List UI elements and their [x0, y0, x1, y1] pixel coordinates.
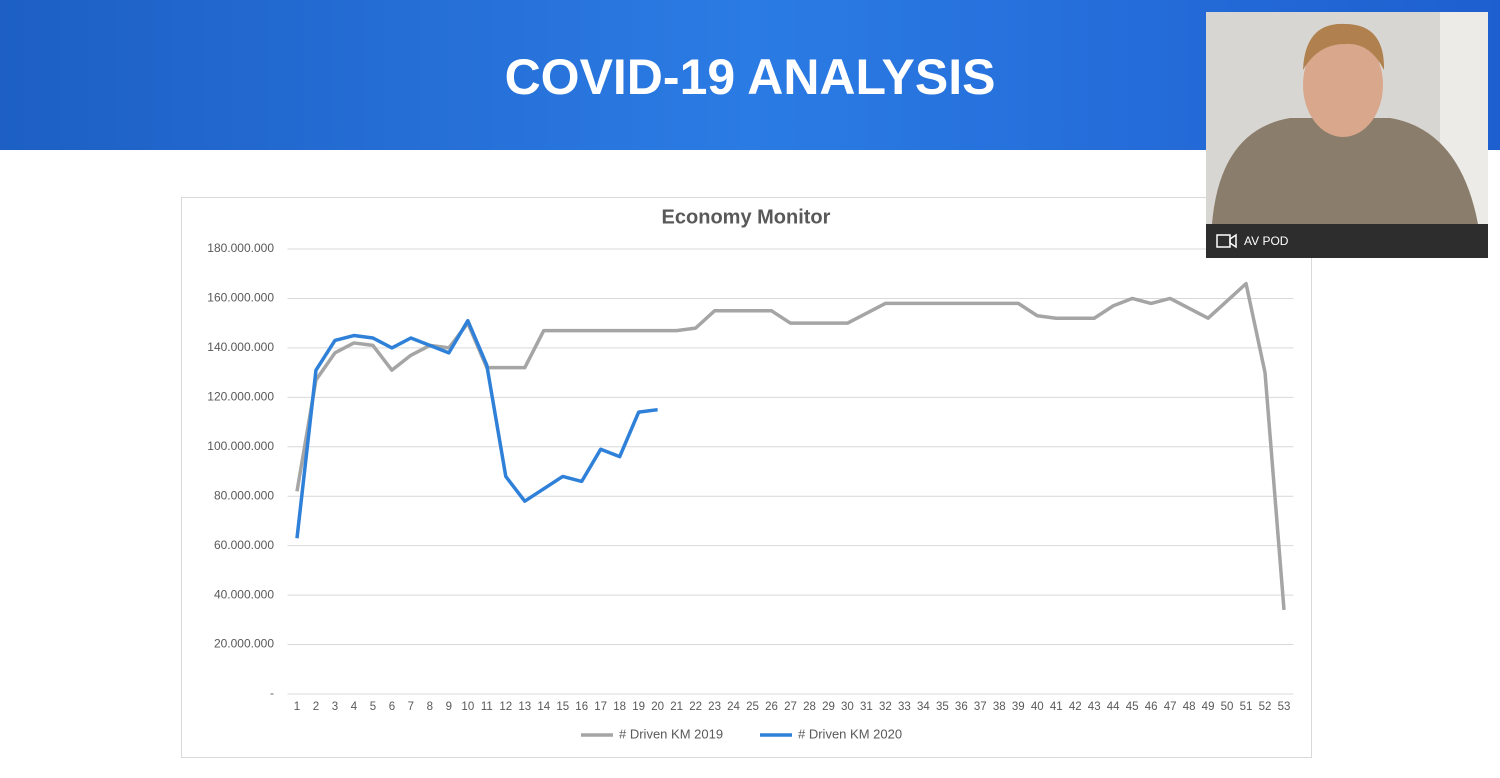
- x-tick-label: 19: [632, 701, 645, 713]
- x-tick-label: 36: [955, 701, 968, 713]
- x-tick-label: 27: [784, 701, 797, 713]
- x-tick-label: 14: [537, 701, 550, 713]
- x-tick-label: 44: [1107, 701, 1120, 713]
- person-hair: [1303, 23, 1385, 70]
- x-tick-label: 4: [351, 701, 358, 713]
- person-head: [1303, 33, 1383, 137]
- x-tick-label: 12: [499, 701, 512, 713]
- y-tick-label: 40.000.000: [214, 587, 274, 601]
- x-tick-label: 43: [1088, 701, 1101, 713]
- video-label: AV POD: [1244, 234, 1289, 248]
- x-tick-label: 2: [313, 701, 319, 713]
- x-tick-label: 10: [461, 701, 474, 713]
- y-tick-label: 60.000.000: [214, 538, 274, 552]
- x-tick-label: 48: [1183, 701, 1196, 713]
- y-tick-label: 80.000.000: [214, 488, 274, 502]
- x-tick-label: 9: [446, 701, 452, 713]
- series-line: [295, 318, 658, 539]
- x-tick-label: 38: [993, 701, 1006, 713]
- x-tick-label: 21: [670, 701, 683, 713]
- x-tick-label: 30: [841, 701, 854, 713]
- plot: - 20.000.000 40.000.000 60.000.000 80.000.00…: [207, 241, 1294, 741]
- y-tick-label: -: [270, 686, 274, 700]
- x-tick-label: 24: [727, 701, 740, 713]
- x-tick-label: 23: [708, 701, 721, 713]
- x-tick-label: 41: [1050, 701, 1063, 713]
- x-tick-label: 49: [1202, 701, 1215, 713]
- y-tick-label: 140.000.000: [207, 340, 274, 354]
- legend-label: # Driven KM 2020: [798, 726, 902, 741]
- chart-title: Economy Monitor: [662, 206, 831, 228]
- x-tick-label: 37: [974, 701, 987, 713]
- x-tick-label: 17: [594, 701, 607, 713]
- x-tick-label: 29: [822, 701, 835, 713]
- x-tick-label: 33: [898, 701, 911, 713]
- y-tick-label: 180.000.000: [207, 241, 274, 255]
- x-tick-label: 31: [860, 701, 873, 713]
- x-tick-label: 3: [332, 701, 338, 713]
- x-tick-label: 7: [408, 701, 414, 713]
- slide-title: COVID-19 ANALYSIS: [505, 49, 996, 105]
- x-tick-label: 8: [427, 701, 433, 713]
- x-tick-label: 42: [1069, 701, 1082, 713]
- y-tick-label: 160.000.000: [207, 291, 274, 305]
- y-tick-label: 120.000.000: [207, 390, 274, 404]
- x-tick-label: 35: [936, 701, 949, 713]
- x-tick-label: 25: [746, 701, 759, 713]
- x-tick-label: 39: [1012, 701, 1025, 713]
- x-tick-label: 1: [294, 701, 300, 713]
- x-tick-label: 18: [613, 701, 626, 713]
- x-tick-label: 47: [1164, 701, 1177, 713]
- x-tick-label: 46: [1145, 701, 1158, 713]
- legend-label: # Driven KM 2019: [619, 726, 723, 741]
- x-tick-label: 11: [481, 701, 493, 713]
- x-tick-label: 15: [556, 701, 569, 713]
- x-tick-label: 50: [1221, 701, 1234, 713]
- x-tick-label: 13: [518, 701, 531, 713]
- x-tick-label: 40: [1031, 701, 1044, 713]
- person-body: [1212, 118, 1478, 224]
- x-tick-label: 52: [1259, 701, 1272, 713]
- x-tick-label: 26: [765, 701, 778, 713]
- x-tick-label: 22: [689, 701, 702, 713]
- x-tick-label: 5: [370, 701, 376, 713]
- y-tick-label: 100.000.000: [207, 439, 274, 453]
- x-tick-label: 51: [1240, 701, 1253, 713]
- chart-frame: [181, 197, 1312, 758]
- y-tick-label: 20.000.000: [214, 637, 274, 651]
- x-tick-label: 34: [917, 701, 930, 713]
- video-tile[interactable]: AV POD: [1206, 12, 1488, 258]
- x-tick-label: 20: [651, 701, 664, 713]
- x-tick-label: 28: [803, 701, 816, 713]
- x-tick-label: 6: [389, 701, 395, 713]
- x-tick-label: 53: [1278, 701, 1291, 713]
- x-tick-label: 45: [1126, 701, 1139, 713]
- x-tick-label: 16: [575, 701, 588, 713]
- x-tick-label: 32: [879, 701, 892, 713]
- camera-icon-lens: [1229, 233, 1237, 249]
- video-label-bar: [1206, 224, 1488, 258]
